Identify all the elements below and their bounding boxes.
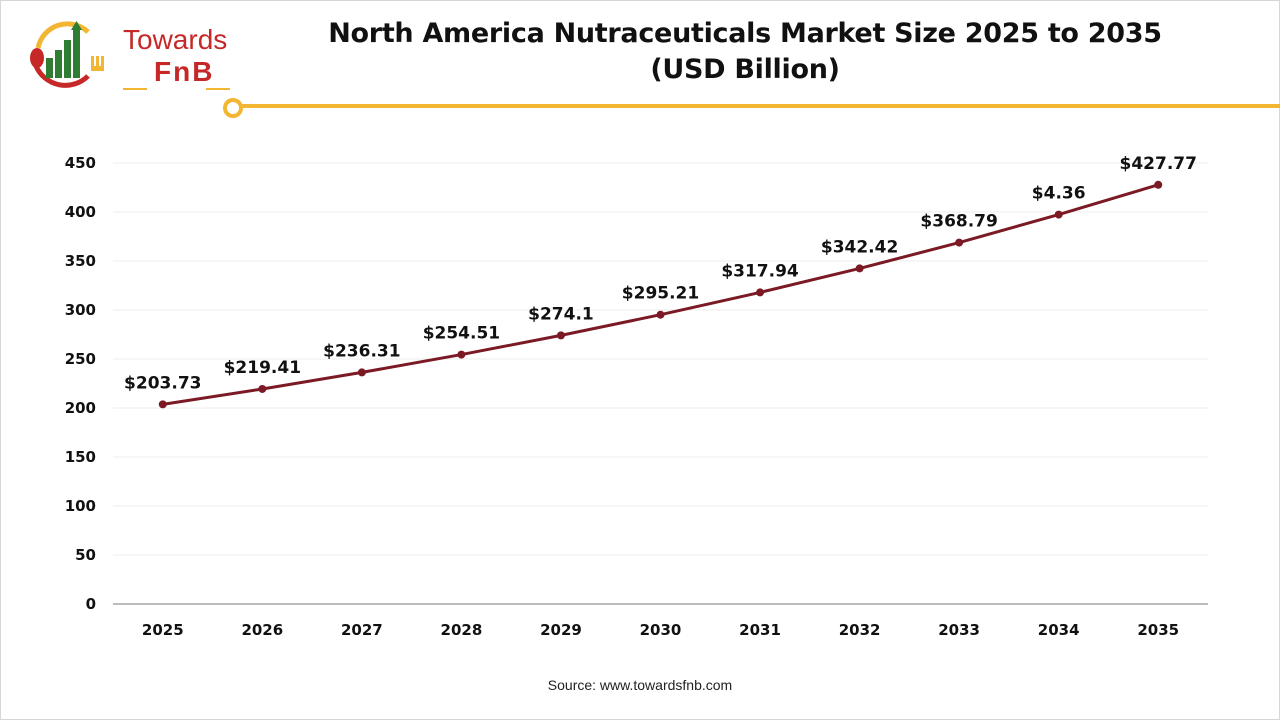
data-point xyxy=(756,288,765,297)
data-label: $342.42 xyxy=(821,237,898,257)
data-label: $254.51 xyxy=(423,324,500,344)
data-label: $274.1 xyxy=(528,304,594,324)
y-tick-label: 50 xyxy=(75,546,96,564)
data-point xyxy=(1054,210,1063,219)
data-point xyxy=(357,368,366,377)
x-tick-label: 2025 xyxy=(142,621,184,639)
y-tick-label: 0 xyxy=(86,595,96,613)
x-tick-label: 2027 xyxy=(341,621,383,639)
data-label: $295.21 xyxy=(622,284,699,304)
x-tick-label: 2028 xyxy=(441,621,483,639)
title-line-1: North America Nutraceuticals Market Size… xyxy=(328,18,1162,49)
logo-text-towards: Towards xyxy=(123,24,228,55)
data-point xyxy=(855,264,864,273)
title-line-2: (USD Billion) xyxy=(650,54,840,85)
x-tick-label: 2034 xyxy=(1038,621,1080,639)
data-point xyxy=(1154,180,1163,189)
y-tick-label: 350 xyxy=(65,252,96,270)
chart-title: North America Nutraceuticals Market Size… xyxy=(300,16,1190,88)
source-note: Source: www.towardsfnb.com xyxy=(547,677,733,693)
data-point xyxy=(556,331,565,340)
x-tick-label: 2029 xyxy=(540,621,582,639)
y-tick-label: 250 xyxy=(65,350,96,368)
towards-fnb-logo: Towards FnB xyxy=(26,18,230,90)
y-tick-label: 450 xyxy=(65,154,96,172)
y-tick-label: 150 xyxy=(65,448,96,466)
x-tick-label: 2031 xyxy=(739,621,781,639)
x-tick-label: 2033 xyxy=(938,621,980,639)
data-point xyxy=(457,350,466,359)
x-tick-label: 2032 xyxy=(839,621,881,639)
data-label: $4.36 xyxy=(1032,184,1086,204)
y-tick-label: 300 xyxy=(65,301,96,319)
data-label: $368.79 xyxy=(920,212,997,232)
data-point xyxy=(158,400,167,409)
data-point xyxy=(955,238,964,247)
x-tick-label: 2026 xyxy=(241,621,283,639)
data-label: $317.94 xyxy=(721,261,799,281)
y-tick-label: 100 xyxy=(65,497,96,515)
x-tick-label: 2030 xyxy=(640,621,682,639)
logo-divider xyxy=(206,88,230,90)
x-tick-label: 2035 xyxy=(1137,621,1179,639)
data-label: $219.41 xyxy=(224,358,301,378)
logo-text-fnb: FnB xyxy=(154,56,215,87)
y-tick-label: 400 xyxy=(65,203,96,221)
data-label: $236.31 xyxy=(323,341,400,361)
header-accent-circle xyxy=(223,98,243,118)
logo-emblem-icon xyxy=(30,21,104,88)
logo-divider xyxy=(123,88,147,90)
data-point xyxy=(258,384,267,393)
data-label: $427.77 xyxy=(1120,154,1197,174)
data-point xyxy=(656,310,665,319)
data-label: $203.73 xyxy=(124,373,201,393)
y-tick-label: 200 xyxy=(65,399,96,417)
